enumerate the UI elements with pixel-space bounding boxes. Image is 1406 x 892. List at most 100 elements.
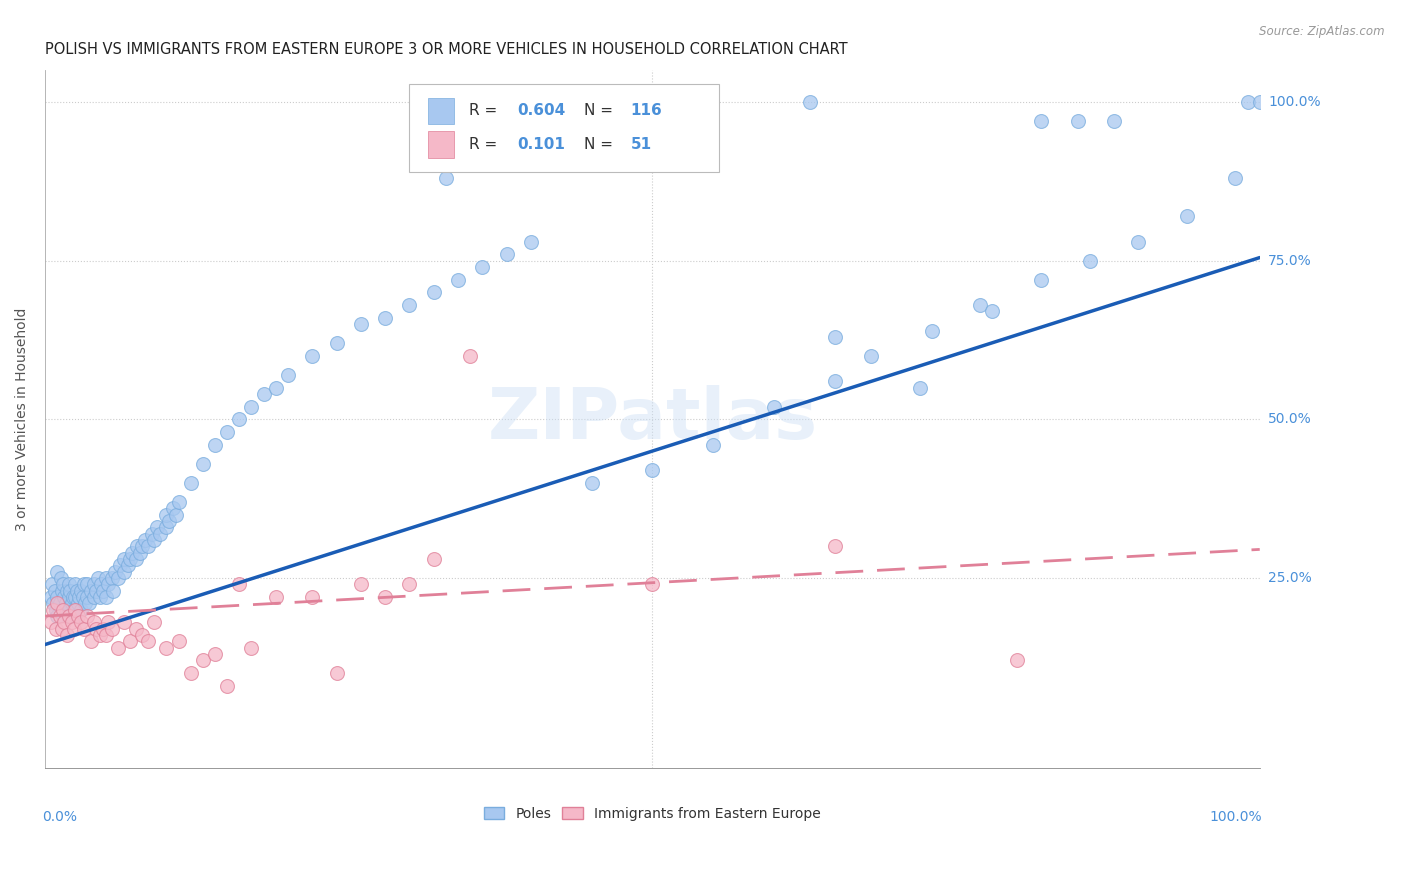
Point [58, 602, 80, 616]
Point [73, 622, 96, 636]
Point [89, 628, 111, 642]
Point [107, 640, 129, 655]
Point [1175, 210, 1198, 224]
Point [70, 602, 93, 616]
Point [97, 615, 120, 630]
Point [165, 508, 187, 522]
Point [325, 336, 347, 351]
Point [84, 583, 107, 598]
FancyBboxPatch shape [427, 97, 454, 124]
Text: 0.0%: 0.0% [42, 810, 77, 824]
Point [101, 622, 124, 636]
Point [97, 577, 120, 591]
Point [1029, 273, 1052, 287]
Text: 0.101: 0.101 [517, 136, 565, 152]
Point [76, 577, 98, 591]
Point [434, 171, 457, 186]
Point [112, 615, 135, 630]
Text: 116: 116 [630, 103, 662, 119]
Point [48, 609, 70, 624]
Point [83, 577, 105, 591]
Point [240, 400, 263, 414]
Point [217, 425, 239, 439]
Point [131, 539, 153, 553]
Point [180, 475, 202, 490]
Point [77, 596, 100, 610]
Point [162, 501, 184, 516]
Text: N =: N = [585, 136, 619, 152]
Point [981, 304, 1004, 318]
Point [859, 349, 882, 363]
Point [107, 571, 129, 585]
Point [204, 438, 226, 452]
Point [62, 590, 84, 604]
Point [1102, 114, 1125, 128]
Point [398, 298, 420, 312]
Point [264, 381, 287, 395]
Point [458, 349, 481, 363]
Point [60, 615, 83, 630]
Point [1029, 114, 1052, 128]
Text: 100.0%: 100.0% [1209, 810, 1263, 824]
Point [824, 374, 846, 388]
Text: 100.0%: 100.0% [1268, 95, 1320, 109]
Point [52, 602, 75, 616]
Text: 51: 51 [630, 136, 651, 152]
Point [48, 596, 70, 610]
Point [969, 298, 991, 312]
Point [104, 565, 127, 579]
Point [110, 558, 132, 573]
Point [90, 577, 112, 591]
Point [80, 583, 103, 598]
Point [42, 602, 65, 616]
Point [581, 475, 603, 490]
Point [87, 571, 110, 585]
Point [59, 583, 82, 598]
Point [136, 539, 159, 553]
Point [60, 596, 83, 610]
Point [45, 602, 67, 616]
Point [325, 666, 347, 681]
Point [127, 539, 149, 553]
Point [398, 577, 420, 591]
Point [1005, 653, 1028, 667]
Point [70, 615, 93, 630]
Point [94, 628, 117, 642]
Point [58, 590, 80, 604]
Point [204, 647, 226, 661]
Point [143, 533, 166, 547]
Point [167, 495, 190, 509]
Point [66, 609, 89, 624]
Point [65, 577, 87, 591]
Point [1236, 95, 1258, 110]
Point [46, 609, 69, 624]
Point [118, 552, 141, 566]
Point [70, 583, 93, 598]
Point [495, 247, 517, 261]
Point [52, 577, 75, 591]
Point [46, 596, 69, 610]
Point [155, 520, 177, 534]
Point [83, 615, 105, 630]
Point [67, 590, 90, 604]
Point [155, 508, 177, 522]
Text: 0.604: 0.604 [517, 103, 565, 119]
Point [94, 590, 117, 604]
Point [799, 95, 821, 110]
Point [63, 602, 86, 616]
Point [228, 577, 250, 591]
Point [46, 590, 69, 604]
Point [253, 387, 276, 401]
Point [51, 622, 73, 636]
Point [136, 634, 159, 648]
Point [301, 590, 323, 604]
Text: 25.0%: 25.0% [1268, 571, 1312, 585]
Point [149, 526, 172, 541]
Point [157, 514, 180, 528]
Point [141, 526, 163, 541]
Point [112, 565, 135, 579]
Point [277, 368, 299, 382]
Point [1225, 171, 1247, 186]
Point [84, 622, 107, 636]
Point [1249, 95, 1271, 110]
